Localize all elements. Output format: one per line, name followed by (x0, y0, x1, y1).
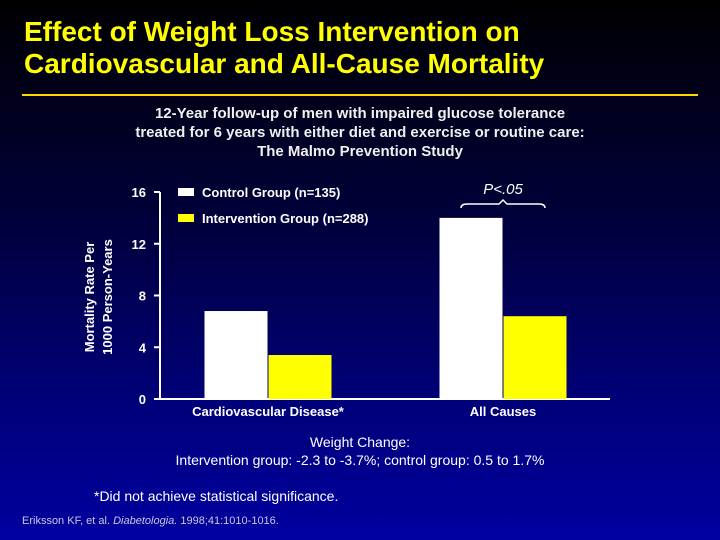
legend-label: Control Group (n=135) (202, 185, 340, 200)
weight-change-heading: Weight Change: (309, 434, 411, 450)
subtitle-line-1: 12-Year follow-up of men with impaired g… (154, 105, 566, 122)
citation-journal: Diabetologia. (113, 515, 178, 527)
bar-control-cardiovascular (204, 311, 268, 399)
y-tick-label: 16 (132, 185, 146, 200)
p-value-annotation: P<.05 (483, 181, 523, 198)
weight-change-note: Weight Change: Intervention group: -2.3 … (0, 433, 720, 469)
significance-footnote: *Did not achieve statistical significanc… (94, 488, 339, 504)
legend-swatch (178, 214, 194, 222)
citation: Eriksson KF, et al. Diabetologia. 1998;4… (22, 515, 279, 527)
bar-control-all-causes (439, 217, 503, 399)
plot-area: 0 4 8 12 16 Cardiovascular Disease* All Causes… (132, 181, 610, 419)
y-axis-label-line-1: Mortality Rate Per (82, 242, 97, 353)
legend-label: Intervention Group (n=288) (202, 211, 369, 226)
citation-details: 1998;41:1010-1016. (177, 515, 279, 527)
bar-intervention-all-causes (503, 316, 567, 399)
y-tick-label: 8 (139, 289, 146, 304)
citation-authors: Eriksson KF, et al. (22, 515, 114, 527)
x-category-label: Cardiovascular Disease* (192, 404, 345, 419)
bar-intervention-cardiovascular (268, 355, 332, 399)
title-line-2: Cardiovascular and All-Cause Mortality (24, 48, 545, 79)
y-tick-label: 0 (139, 392, 146, 407)
weight-change-detail: Intervention group: -2.3 to -3.7%; contr… (175, 452, 545, 468)
x-category-label: All Causes (470, 404, 536, 419)
subtitle-line-2: treated for 6 years with either diet and… (135, 124, 585, 141)
y-tick-label: 4 (139, 340, 147, 355)
significance-bracket (460, 198, 546, 209)
title-divider (22, 94, 698, 96)
legend-swatch (178, 188, 194, 196)
title-line-1: Effect of Weight Loss Intervention on (24, 16, 520, 47)
slide-title: Effect of Weight Loss Intervention on Ca… (24, 16, 704, 80)
y-axis-label-line-2: 1000 Person-Years (100, 239, 115, 355)
y-tick-label: 12 (132, 237, 146, 252)
chart-subtitle: 12-Year follow-up of men with impaired g… (0, 104, 720, 161)
subtitle-line-3: The Malmo Prevention Study (257, 143, 463, 160)
